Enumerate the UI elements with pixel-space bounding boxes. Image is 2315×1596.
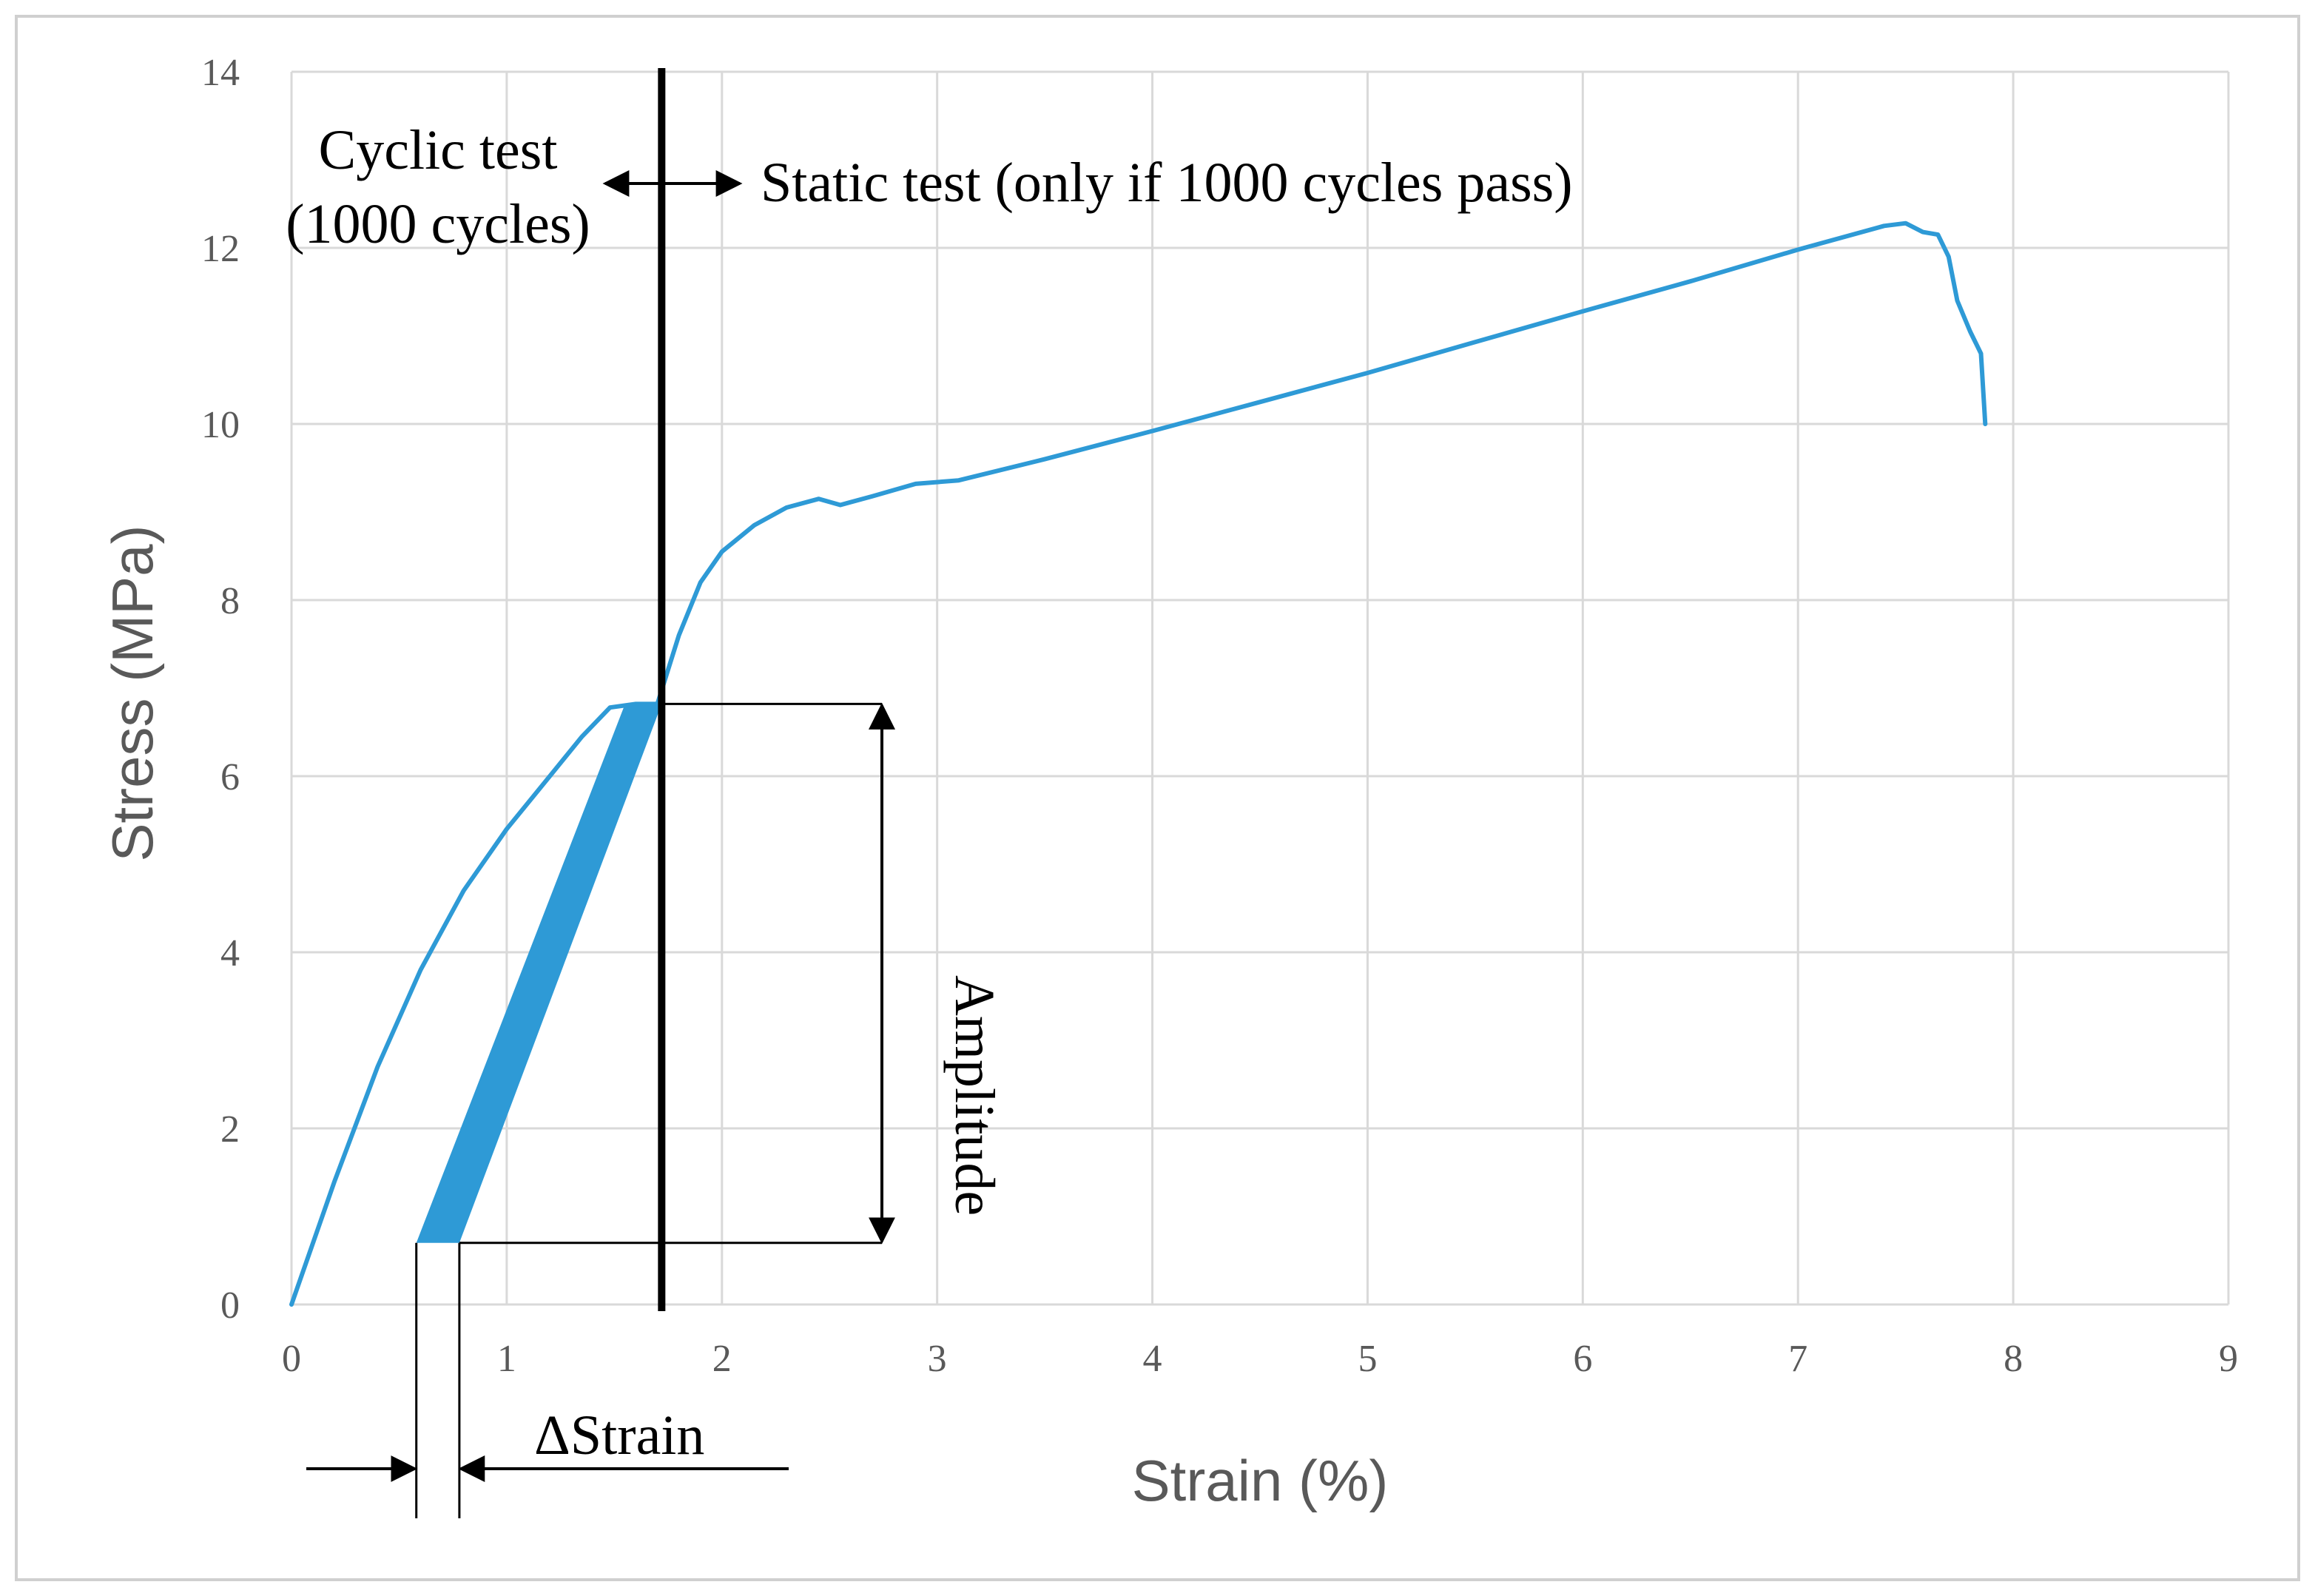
- amplitude-label: Amplitude: [943, 975, 1005, 1216]
- y-tick-label: 4: [220, 932, 240, 974]
- cyclic-loading-band: [416, 704, 662, 1243]
- delta-strain-label: ΔStrain: [534, 1404, 704, 1467]
- x-tick-label: 0: [282, 1338, 301, 1380]
- x-tick-label: 6: [1573, 1338, 1592, 1380]
- y-tick-label: 12: [201, 228, 240, 270]
- x-axis-title: Strain (%): [1132, 1448, 1389, 1513]
- series-line-stress-strain: [289, 220, 1988, 1307]
- outer-frame: [15, 15, 2300, 1581]
- x-tick-label: 9: [2219, 1338, 2238, 1380]
- x-tick-label: 5: [1358, 1338, 1377, 1380]
- static-test-label: Static test (only if 1000 cycles pass): [761, 152, 1573, 214]
- y-tick-label: 2: [220, 1108, 240, 1151]
- x-tick-label: 1: [497, 1338, 516, 1380]
- x-tick-label: 2: [712, 1338, 732, 1380]
- y-tick-label: 10: [201, 404, 240, 446]
- y-axis-title: Stress (MPa): [100, 525, 165, 861]
- y-tick-label: 8: [220, 580, 240, 622]
- x-tick-label: 4: [1143, 1338, 1162, 1380]
- y-tick-label: 14: [201, 52, 240, 94]
- y-tick-label: 0: [220, 1284, 240, 1327]
- cyclic-test-label-line2: (1000 cycles): [286, 193, 590, 255]
- cyclic-test-label-line1: Cyclic test: [319, 119, 558, 181]
- y-tick-label: 6: [220, 756, 240, 798]
- x-tick-label: 3: [928, 1338, 947, 1380]
- x-tick-label: 8: [2004, 1338, 2023, 1380]
- x-tick-label: 7: [1788, 1338, 1807, 1380]
